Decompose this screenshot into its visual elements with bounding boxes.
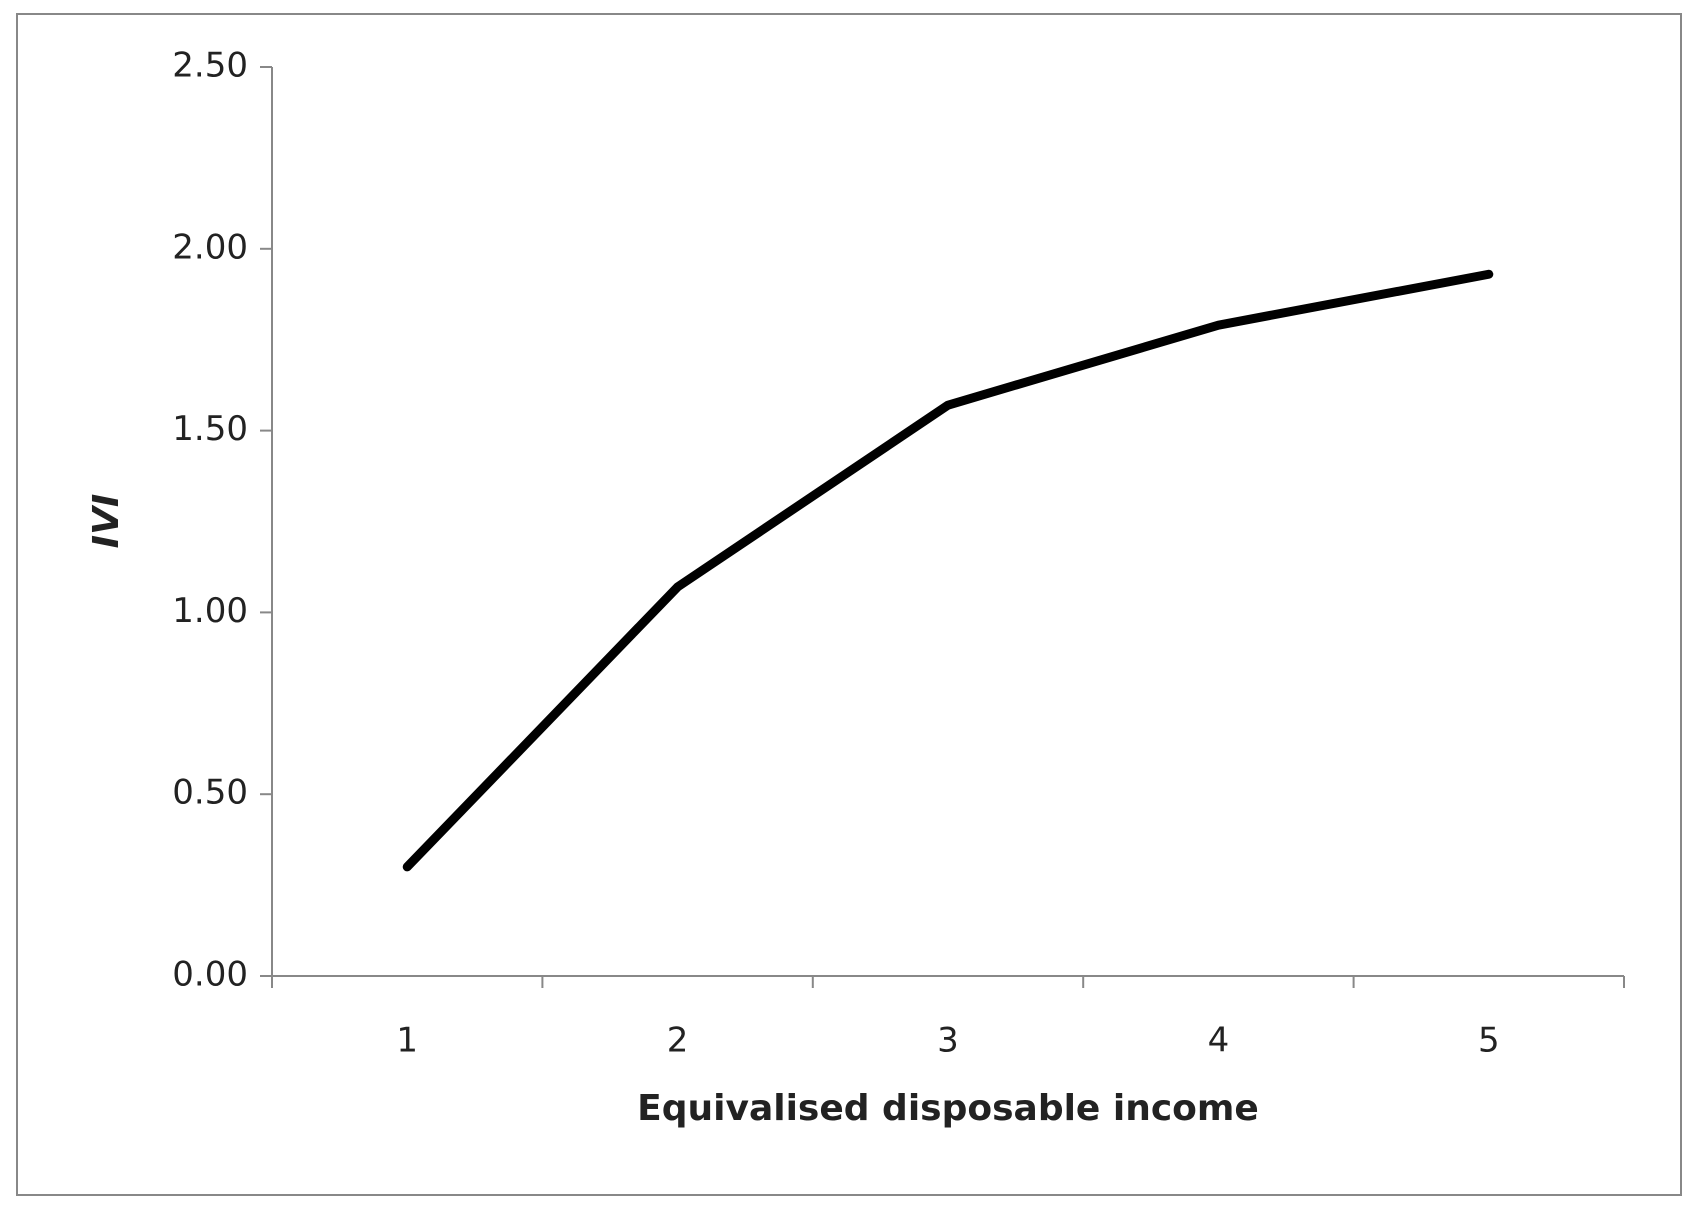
y-tick-label: 1.00 [172, 591, 248, 631]
y-tick-label: 1.50 [172, 409, 248, 449]
x-axis-label: Equivalised disposable income [637, 1088, 1259, 1129]
y-tick-label: 0.00 [172, 955, 248, 995]
y-tick-label: 2.50 [172, 46, 248, 86]
y-axis-label: IVI [86, 494, 127, 549]
chart-frame [16, 13, 1682, 1196]
x-tick-label: 3 [937, 1021, 959, 1061]
x-tick-label: 5 [1478, 1021, 1500, 1061]
y-tick-label: 2.00 [172, 227, 248, 267]
y-tick-label: 0.50 [172, 773, 248, 813]
x-tick-label: 4 [1208, 1021, 1230, 1061]
line-series [402, 269, 1494, 872]
x-tick-label: 1 [396, 1021, 418, 1061]
x-tick-label: 2 [667, 1021, 689, 1061]
